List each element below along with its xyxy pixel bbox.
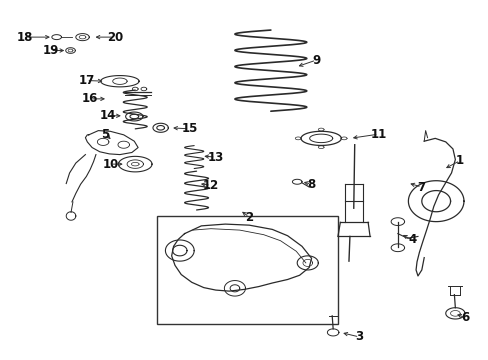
- Text: 17: 17: [78, 74, 94, 87]
- Text: 12: 12: [203, 179, 219, 192]
- Text: 11: 11: [370, 128, 386, 141]
- Text: 15: 15: [181, 122, 197, 135]
- Text: 1: 1: [455, 154, 463, 167]
- Text: 9: 9: [312, 54, 320, 67]
- Text: 14: 14: [100, 109, 116, 122]
- Text: 3: 3: [355, 330, 363, 343]
- Text: 18: 18: [17, 31, 33, 44]
- Text: 6: 6: [460, 311, 468, 324]
- Text: 7: 7: [417, 181, 425, 194]
- Text: 2: 2: [244, 211, 253, 224]
- Bar: [157, 216, 337, 324]
- Text: 19: 19: [42, 44, 59, 57]
- Text: 8: 8: [307, 178, 315, 191]
- Text: 5: 5: [101, 128, 109, 141]
- Text: 13: 13: [207, 150, 224, 163]
- Text: 20: 20: [107, 31, 123, 44]
- Text: 4: 4: [407, 234, 415, 247]
- Text: 16: 16: [82, 93, 98, 105]
- Text: 10: 10: [102, 158, 118, 171]
